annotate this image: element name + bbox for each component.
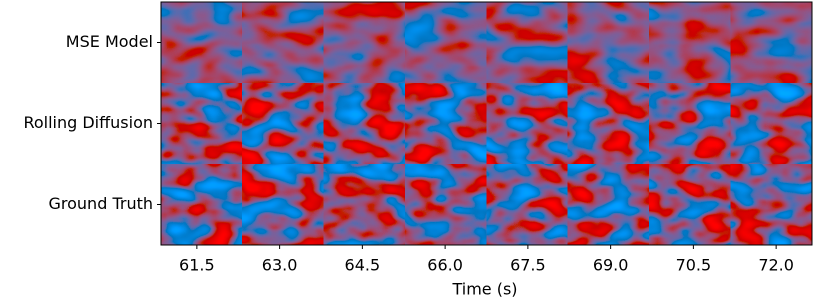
image-panel: [567, 2, 650, 83]
image-panel: [567, 164, 650, 245]
x-tick-label: 69.0: [593, 256, 629, 275]
image-panel: [649, 2, 731, 83]
image-panel: [242, 2, 324, 83]
image-panel: [405, 164, 487, 245]
x-tick-label: 66.0: [427, 256, 463, 275]
image-panel: [161, 83, 243, 164]
image-panel: [323, 83, 406, 164]
image-panel: [405, 83, 487, 164]
x-tick-label: 64.5: [345, 256, 381, 275]
image-panel: [161, 164, 243, 245]
image-panel: [323, 2, 406, 83]
row-label: MSE Model: [66, 32, 153, 51]
row-label: Ground Truth: [49, 194, 154, 213]
image-panel: [486, 2, 568, 83]
x-tick-label: 63.0: [262, 256, 298, 275]
image-panel: [567, 83, 650, 164]
image-panel: [161, 2, 243, 83]
row-label: Rolling Diffusion: [23, 113, 153, 132]
image-panel: [323, 164, 406, 245]
image-panel: [730, 164, 812, 245]
image-panel: [405, 2, 487, 83]
image-panel: [242, 83, 324, 164]
image-panel: [649, 164, 731, 245]
image-panel: [649, 83, 731, 164]
image-panel: [730, 2, 812, 83]
image-panel: [486, 83, 568, 164]
x-tick-label: 72.0: [758, 256, 794, 275]
x-axis-label: Time (s): [451, 280, 517, 299]
x-tick-label: 70.5: [676, 256, 712, 275]
image-panel: [486, 164, 568, 245]
image-panel: [730, 83, 812, 164]
x-tick-label: 67.5: [510, 256, 546, 275]
x-tick-label: 61.5: [179, 256, 215, 275]
image-panel: [242, 164, 324, 245]
panels: [161, 2, 812, 245]
